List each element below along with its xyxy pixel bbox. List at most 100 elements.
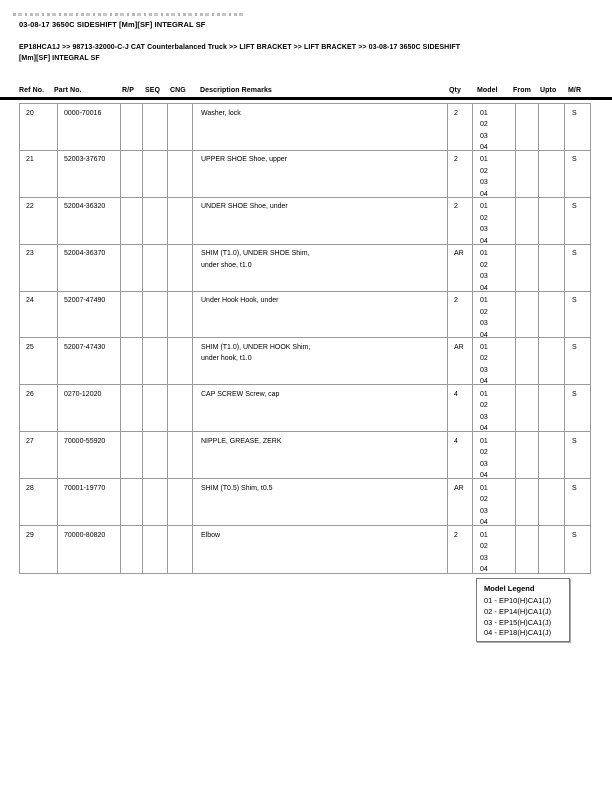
cell-ref-no: 21 [20,150,58,197]
cell-rp [121,432,143,479]
cell-rp [121,385,143,432]
cell-qty: 2 [448,104,473,150]
cell-seq [143,104,168,150]
cell-cng [168,244,193,291]
cell-part-no: 70000-80820 [58,526,121,573]
header-seq: SEQ [145,87,161,94]
cell-mr: S [572,484,577,492]
cell-cng [168,526,193,573]
header-model: Model [477,87,498,94]
table-row: 26 0270-12020 CAP SCREW Screw, cap 4 01 … [20,385,590,433]
cell-description: CAP SCREW Screw, cap [193,385,448,432]
cell-upto [539,244,565,291]
table-row: 22 52004-36320 UNDER SHOE Shoe, under 2 … [20,197,590,245]
ghost-text-strip [13,13,245,16]
cell-mr: S [572,109,577,117]
header-separator-rule [0,97,612,100]
cell-rp [121,150,143,197]
model-legend-item: 04 - EP18(H)CA1(J) [484,628,552,638]
model-legend-item: 01 - EP10(H)CA1(J) [484,596,552,605]
cell-description: Washer, lock [193,104,448,150]
cell-ref-no: 29 [20,526,58,573]
header-rp: R/P [122,87,134,94]
cell-upto [539,385,565,432]
cell-cng [168,432,193,479]
header-part-no: Part No. [54,87,82,94]
model-legend-item: 02 - EP14(H)CA1(J) [484,606,552,616]
cell-part-no: 52007-47490 [58,291,121,338]
cell-upto [539,479,565,526]
cell-rp [121,244,143,291]
cell-cng [168,104,193,150]
cell-from [516,244,539,291]
table-row: 20 0000-70016 Washer, lock 2 01 02 03 04… [20,104,590,151]
table-column-headers: Ref No. Part No. R/P SEQ CNG Description… [0,87,612,99]
table-row: 27 70000-55920 NIPPLE, GREASE, ZERK 4 01… [20,432,590,480]
breadcrumb-line1: EP18HCA1J >> 98713-32000-C-J CAT Counter… [19,44,461,51]
cell-ref-no: 28 [20,479,58,526]
cell-upto [539,432,565,479]
cell-from [516,338,539,385]
cell-part-no: 52004-36370 [58,244,121,291]
cell-cng [168,197,193,244]
cell-upto [539,526,565,573]
breadcrumb-line2: [Mm][SF] INTEGRAL SF [19,55,100,62]
cell-seq [143,526,168,573]
cell-qty: 2 [448,526,473,573]
cell-ref-no: 26 [20,385,58,432]
cell-cng [168,338,193,385]
cell-from [516,150,539,197]
cell-ref-no: 20 [20,104,58,150]
table-row: 29 70000-80820 Elbow 2 01 02 03 04 S [20,526,590,573]
header-upto: Upto [540,87,557,94]
cell-description: UNDER SHOE Shoe, under [193,197,448,244]
cell-rp [121,197,143,244]
cell-from [516,432,539,479]
cell-seq [143,291,168,338]
cell-from [516,104,539,150]
cell-seq [143,338,168,385]
cell-qty: 2 [448,150,473,197]
cell-model: 01 02 03 04 [473,244,516,291]
cell-qty: 2 [448,291,473,338]
table-row: 21 52003-37670 UPPER SHOE Shoe, upper 2 … [20,150,590,198]
cell-part-no: 0270-12020 [58,385,121,432]
header-ref-no: Ref No. [19,87,45,94]
cell-mr: S [572,156,577,164]
cell-model: 01 02 03 04 [473,526,516,573]
header-qty: Qty [449,87,461,94]
header-from: From [513,87,531,94]
table-row: 28 70001-19770 SHIM (T0.5) Shim, t0.5 AR… [20,479,590,527]
cell-rp [121,291,143,338]
cell-from [516,479,539,526]
cell-cng [168,291,193,338]
parts-table: 20 0000-70016 Washer, lock 2 01 02 03 04… [19,103,591,574]
cell-upto [539,197,565,244]
cell-ref-no: 25 [20,338,58,385]
breadcrumb: EP18HCA1J >> 98713-32000-C-J CAT Counter… [19,42,594,64]
cell-from [516,197,539,244]
cell-model: 01 02 03 04 [473,104,516,150]
cell-model: 01 02 03 04 [473,291,516,338]
cell-qty: AR [448,338,473,385]
cell-qty: 4 [448,432,473,479]
cell-from [516,526,539,573]
cell-mr: S [572,203,577,211]
cell-model: 01 02 03 04 [473,432,516,479]
cell-mr: S [572,437,577,445]
header-description: Description Remarks [200,87,272,94]
cell-seq [143,479,168,526]
cell-mr: S [572,531,577,539]
cell-from [516,291,539,338]
cell-description: Elbow [193,526,448,573]
cell-cng [168,479,193,526]
table-row: 23 52004-36370 SHIM (T1.0), UNDER SHOE S… [20,244,590,292]
cell-ref-no: 22 [20,197,58,244]
cell-mr: S [572,343,577,351]
cell-model: 01 02 03 04 [473,150,516,197]
cell-rp [121,479,143,526]
cell-from [516,385,539,432]
cell-upto [539,291,565,338]
cell-description: UPPER SHOE Shoe, upper [193,150,448,197]
cell-cng [168,385,193,432]
